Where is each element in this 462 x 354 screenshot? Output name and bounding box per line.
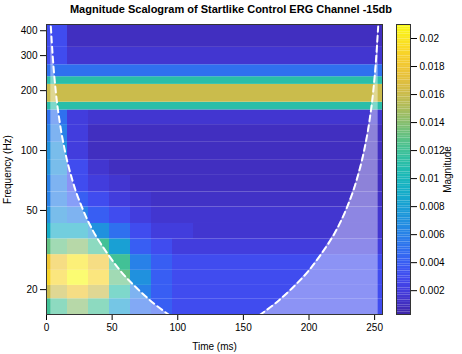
svg-text:Magnitude: Magnitude <box>442 146 453 193</box>
svg-text:20: 20 <box>26 284 38 295</box>
svg-text:300: 300 <box>21 50 38 61</box>
svg-text:Frequency (Hz): Frequency (Hz) <box>2 135 13 204</box>
svg-text:0.004: 0.004 <box>420 257 445 268</box>
svg-text:0.014: 0.014 <box>420 117 445 128</box>
svg-text:250: 250 <box>366 322 383 333</box>
svg-text:0.02: 0.02 <box>420 33 440 44</box>
html-text:Magnitude Scalogram of Startli: Magnitude Scalogram of Startlike Control… <box>70 3 392 15</box>
svg-text:0.008: 0.008 <box>420 201 445 212</box>
svg-text:150: 150 <box>235 322 252 333</box>
svg-text:0: 0 <box>44 322 50 333</box>
svg-text:100: 100 <box>21 145 38 156</box>
svg-text:0.002: 0.002 <box>420 285 445 296</box>
svg-text:100: 100 <box>169 322 186 333</box>
svg-text:Time (ms): Time (ms) <box>192 341 237 352</box>
svg-text:0.018: 0.018 <box>420 61 445 72</box>
svg-text:0.006: 0.006 <box>420 229 445 240</box>
svg-text:0.01: 0.01 <box>420 173 440 184</box>
svg-text:0.016: 0.016 <box>420 89 445 100</box>
svg-text:400: 400 <box>21 25 38 36</box>
svg-text:200: 200 <box>21 85 38 96</box>
svg-text:0.012: 0.012 <box>419 144 445 156</box>
svg-text:200: 200 <box>301 322 318 333</box>
svg-text:50: 50 <box>26 205 38 216</box>
svg-text:50: 50 <box>107 322 119 333</box>
